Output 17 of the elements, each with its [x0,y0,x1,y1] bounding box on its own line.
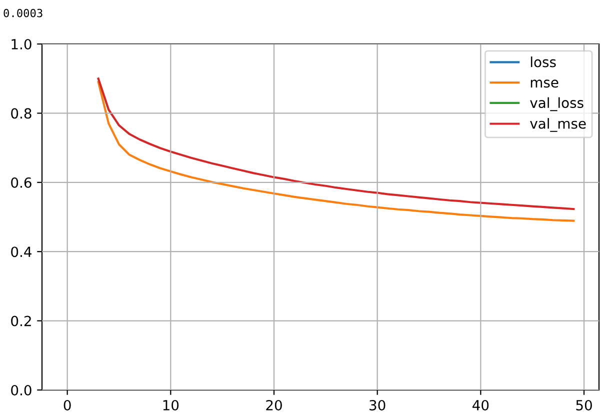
x-tick-label: 10 [163,400,179,410]
y-tick-label: 0.8 [11,108,32,119]
legend-label: val_mse [530,118,586,132]
x-tick-label: 40 [472,400,489,410]
y-tick-label: 0.2 [11,316,31,326]
legend-label: mse [530,80,558,88]
x-tick-label: 0 [64,400,71,410]
y-tick-label: 0.0 [11,384,32,396]
x-tick-label: 30 [370,400,386,410]
x-tick-label: 20 [266,400,282,410]
legend-label: loss [530,56,556,68]
text: 0.0003 [4,8,42,18]
y-tick-label: 0.6 [11,177,32,188]
legend-label: val_loss [530,97,584,112]
y-tick-label: 1.0 [12,38,32,50]
y-tick-label: 0.4 [11,246,32,258]
x-tick-label: 50 [576,400,592,410]
